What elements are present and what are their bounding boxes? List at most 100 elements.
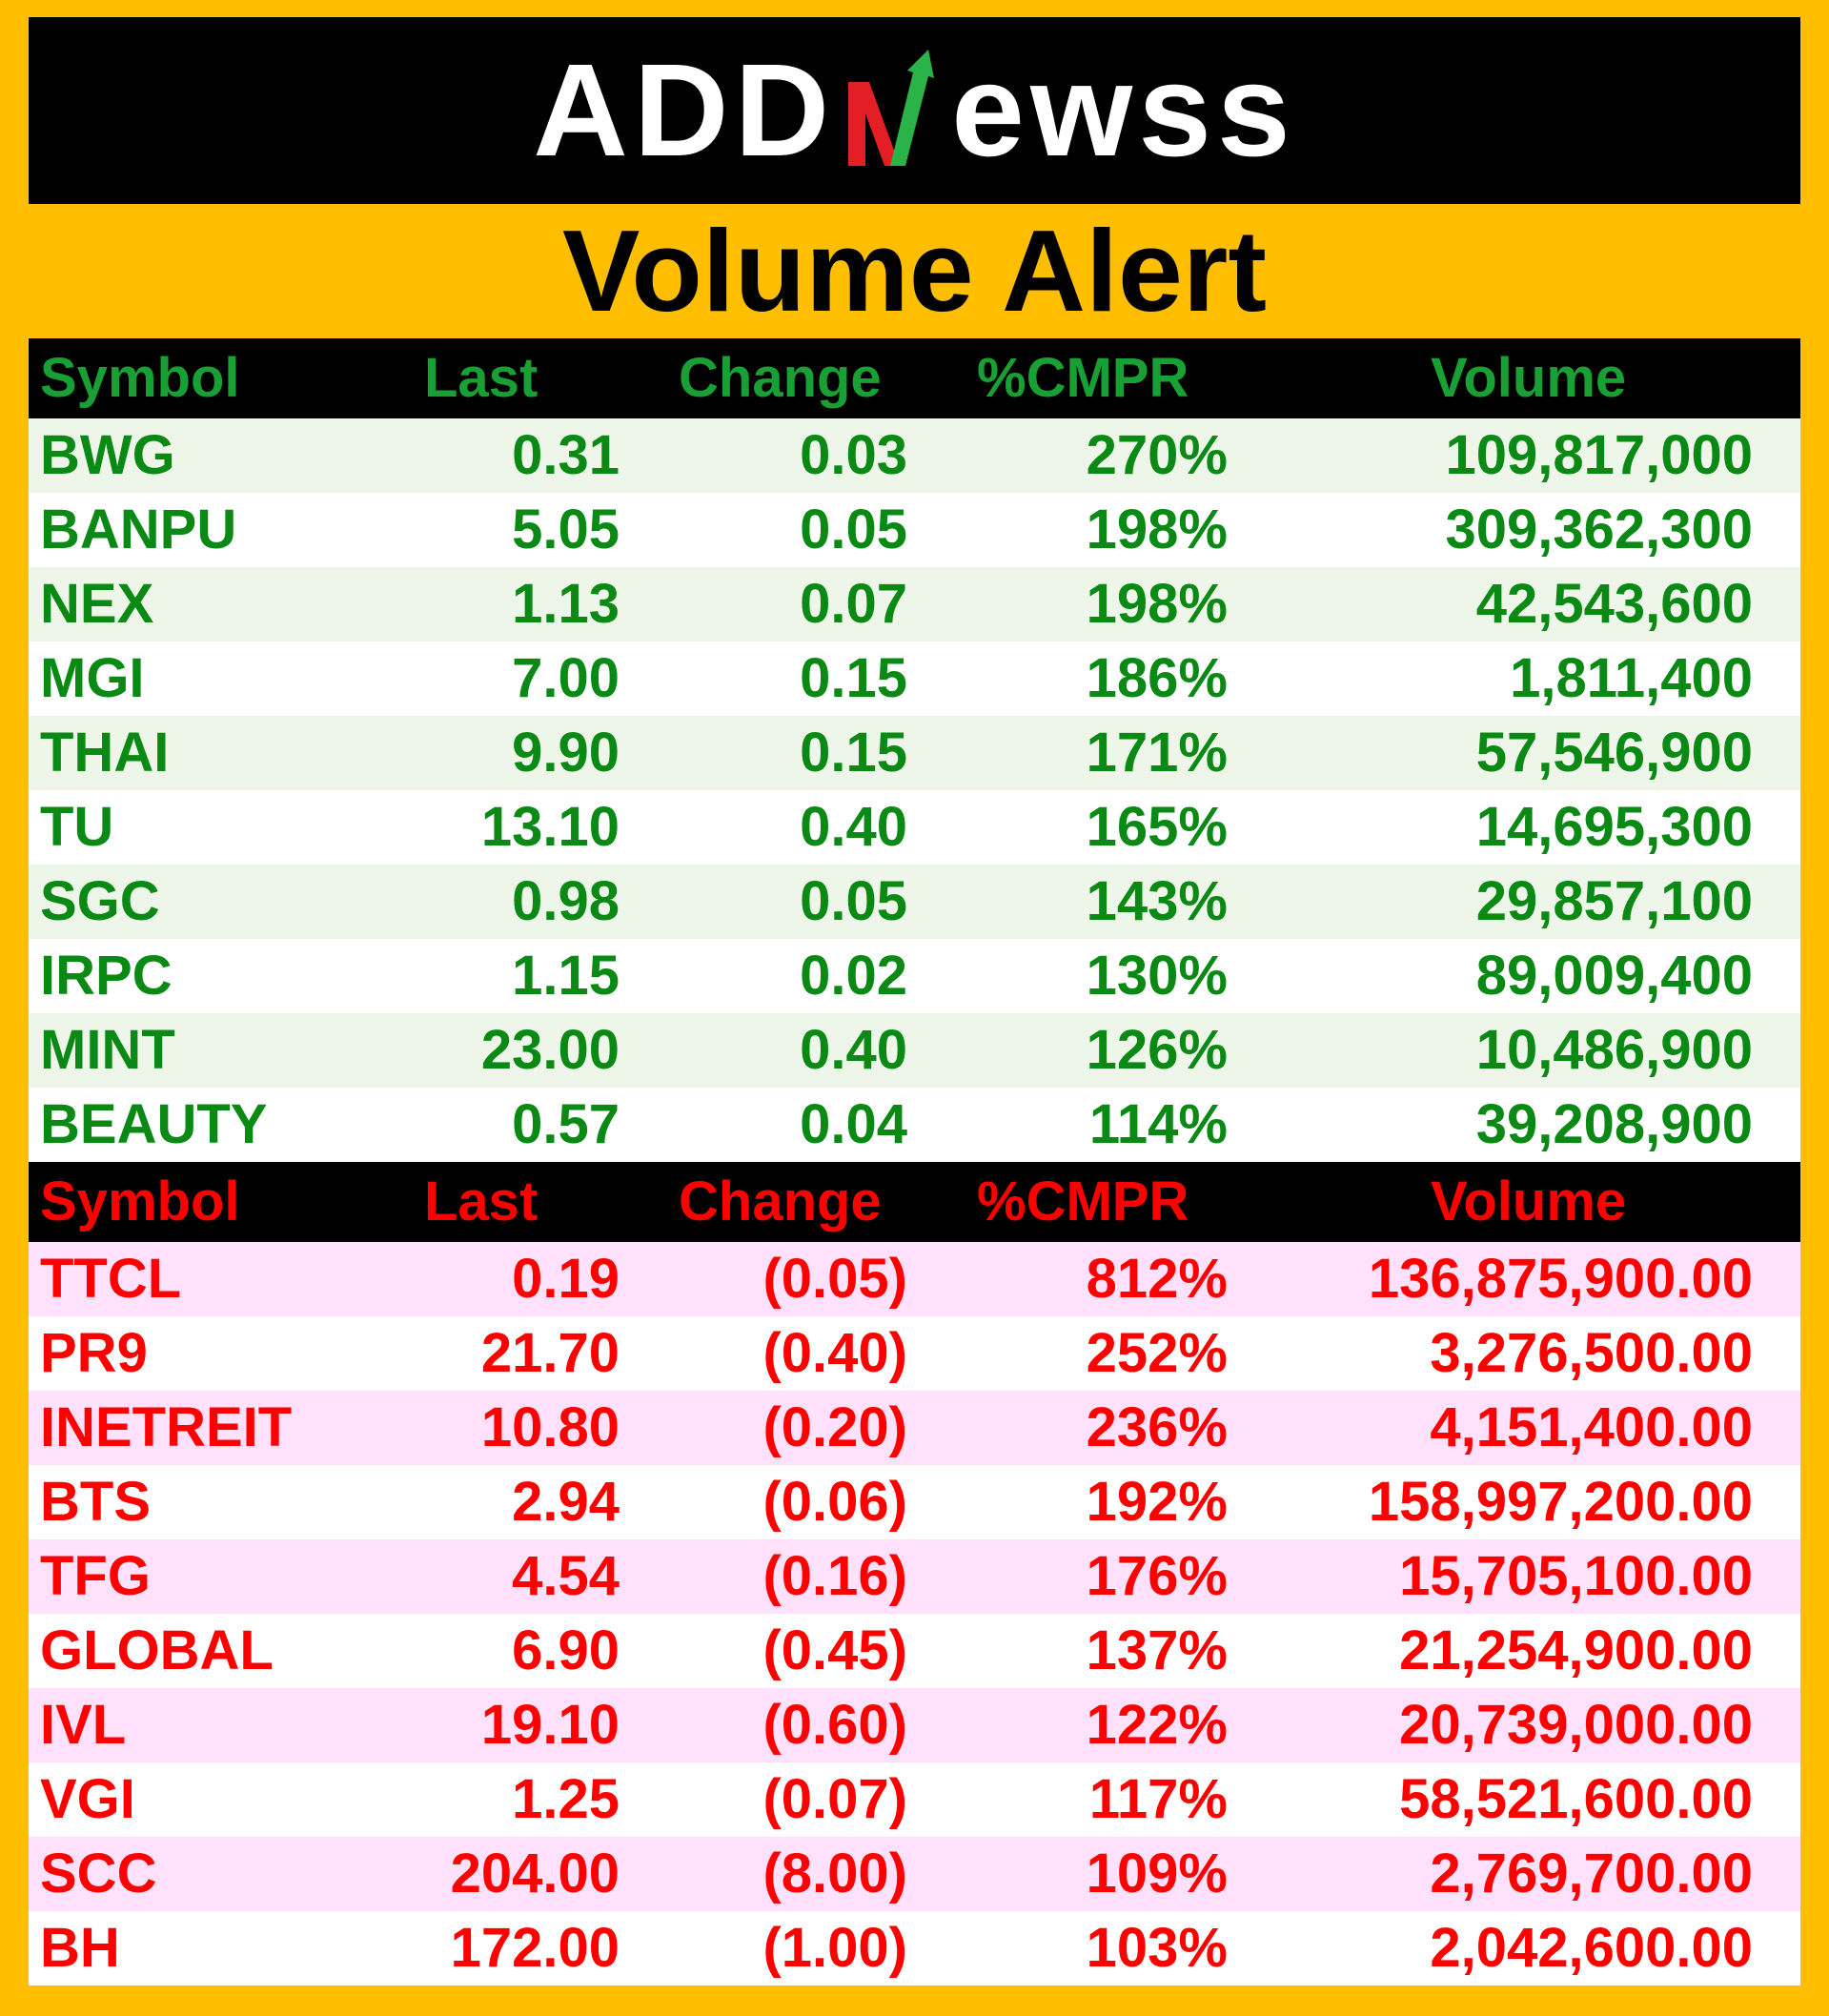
header-change: Change xyxy=(679,347,882,409)
header-last: Last xyxy=(424,347,539,409)
cell-volume: 21,254,900.00 xyxy=(1399,1619,1753,1681)
header-cmpr: %CMPR xyxy=(977,1171,1189,1232)
cell-symbol: BTS xyxy=(40,1471,151,1533)
table-row: NEX 1.13 0.07 198% 42,543,600 xyxy=(29,567,1800,641)
cell-volume: 29,857,100 xyxy=(1475,870,1753,932)
table-row: BTS 2.94 (0.06) 192% 158,997,200.00 xyxy=(29,1465,1800,1539)
cell-cmpr: 192% xyxy=(1086,1471,1228,1533)
cell-symbol: VGI xyxy=(40,1768,135,1830)
table-row: TFG 4.54 (0.16) 176% 15,705,100.00 xyxy=(29,1539,1800,1614)
cell-change: (0.40) xyxy=(762,1322,907,1384)
cell-change: 0.03 xyxy=(800,424,907,486)
cell-cmpr: 186% xyxy=(1086,647,1228,709)
cell-symbol: BWG xyxy=(40,424,175,486)
cell-last: 204.00 xyxy=(450,1843,620,1904)
header-last: Last xyxy=(424,1171,539,1232)
cell-last: 9.90 xyxy=(512,722,620,784)
cell-cmpr: 198% xyxy=(1086,573,1228,635)
table-row: THAI 9.90 0.15 171% 57,546,900 xyxy=(29,716,1800,790)
cell-symbol: MGI xyxy=(40,647,145,709)
cell-symbol: PR9 xyxy=(40,1322,148,1384)
cell-cmpr: 130% xyxy=(1086,945,1228,1007)
table-row: SCC 204.00 (8.00) 109% 2,769,700.00 xyxy=(29,1837,1800,1911)
cell-last: 4.54 xyxy=(512,1545,620,1607)
cell-last: 6.90 xyxy=(512,1619,620,1681)
page-title: Volume Alert xyxy=(562,206,1267,336)
cell-cmpr: 103% xyxy=(1086,1917,1228,1979)
cell-cmpr: 137% xyxy=(1086,1619,1228,1681)
cell-last: 21.70 xyxy=(480,1322,620,1384)
cell-volume: 58,521,600.00 xyxy=(1399,1768,1753,1830)
cell-change: (0.06) xyxy=(762,1471,907,1533)
cell-change: (0.16) xyxy=(762,1545,907,1607)
cell-last: 0.19 xyxy=(512,1248,620,1310)
table-row: IVL 19.10 (0.60) 122% 20,739,000.00 xyxy=(29,1688,1800,1762)
header-volume: Volume xyxy=(1431,347,1627,409)
brand-logo: ADD ewss xyxy=(533,44,1296,177)
cell-volume: 2,042,600.00 xyxy=(1430,1917,1753,1979)
cell-volume: 39,208,900 xyxy=(1475,1093,1753,1155)
cell-volume: 1,811,400 xyxy=(1510,647,1753,709)
cell-symbol: BANPU xyxy=(40,499,237,560)
header-symbol: Symbol xyxy=(40,1171,240,1232)
table-row: TU 13.10 0.40 165% 14,695,300 xyxy=(29,790,1800,865)
cell-change: 0.15 xyxy=(800,722,907,784)
brand-logo-suffix: ewss xyxy=(951,37,1296,184)
cell-change: (8.00) xyxy=(762,1843,907,1904)
table-row: MINT 23.00 0.40 126% 10,486,900 xyxy=(29,1013,1800,1088)
cell-cmpr: 117% xyxy=(1088,1768,1228,1830)
cell-last: 19.10 xyxy=(480,1694,620,1756)
cell-symbol: IRPC xyxy=(40,945,173,1007)
table-row: INETREIT 10.80 (0.20) 236% 4,151,400.00 xyxy=(29,1391,1800,1465)
table-row: PR9 21.70 (0.40) 252% 3,276,500.00 xyxy=(29,1316,1800,1391)
table-row: VGI 1.25 (0.07) 117% 58,521,600.00 xyxy=(29,1762,1800,1837)
cell-cmpr: 270% xyxy=(1086,424,1228,486)
gainers-table: Symbol Last Change %CMPR Volume BWG 0.31 0… xyxy=(29,338,1800,1162)
cell-volume: 42,543,600 xyxy=(1475,573,1753,635)
cell-change: 0.15 xyxy=(800,647,907,709)
cell-cmpr: 176% xyxy=(1086,1545,1228,1607)
cell-change: (0.60) xyxy=(762,1694,907,1756)
cell-volume: 15,705,100.00 xyxy=(1399,1545,1753,1607)
cell-cmpr: 126% xyxy=(1086,1019,1228,1081)
cell-volume: 20,739,000.00 xyxy=(1399,1694,1753,1756)
cell-last: 0.57 xyxy=(512,1093,620,1155)
cell-volume: 136,875,900.00 xyxy=(1368,1248,1753,1310)
cell-cmpr: 252% xyxy=(1086,1322,1228,1384)
cell-last: 5.05 xyxy=(512,499,620,560)
cell-change: 0.05 xyxy=(800,870,907,932)
cell-last: 10.80 xyxy=(480,1396,620,1458)
cell-last: 1.15 xyxy=(512,945,620,1007)
cell-change: 0.40 xyxy=(800,796,907,858)
cell-volume: 158,997,200.00 xyxy=(1368,1471,1753,1533)
header-cmpr: %CMPR xyxy=(977,347,1189,409)
cell-last: 23.00 xyxy=(480,1019,620,1081)
cell-volume: 4,151,400.00 xyxy=(1430,1396,1753,1458)
table-row: GLOBAL 6.90 (0.45) 137% 21,254,900.00 xyxy=(29,1614,1800,1688)
brand-logo-prefix: ADD xyxy=(533,37,836,184)
cell-change: 0.04 xyxy=(800,1093,907,1155)
cell-change: (0.20) xyxy=(762,1396,907,1458)
cell-symbol: IVL xyxy=(40,1694,127,1756)
cell-cmpr: 122% xyxy=(1086,1694,1228,1756)
cell-change: 0.02 xyxy=(800,945,907,1007)
cell-change: 0.07 xyxy=(800,573,907,635)
cell-change: 0.05 xyxy=(800,499,907,560)
cell-symbol: GLOBAL xyxy=(40,1619,274,1681)
cell-last: 1.25 xyxy=(512,1768,620,1830)
table-row: BWG 0.31 0.03 270% 109,817,000 xyxy=(29,418,1800,493)
cell-last: 2.94 xyxy=(512,1471,620,1533)
cell-last: 1.13 xyxy=(512,573,620,635)
cell-change: 0.40 xyxy=(800,1019,907,1081)
cell-cmpr: 109% xyxy=(1086,1843,1228,1904)
cell-change: (0.07) xyxy=(762,1768,907,1830)
cell-symbol: TFG xyxy=(40,1545,151,1607)
cell-volume: 89,009,400 xyxy=(1475,945,1753,1007)
table-row: IRPC 1.15 0.02 130% 89,009,400 xyxy=(29,939,1800,1013)
table-row: BANPU 5.05 0.05 198% 309,362,300 xyxy=(29,493,1800,567)
header-symbol: Symbol xyxy=(40,347,240,409)
cell-symbol: THAI xyxy=(40,722,170,784)
cell-change: (1.00) xyxy=(762,1917,907,1979)
table-row: TTCL 0.19 (0.05) 812% 136,875,900.00 xyxy=(29,1242,1800,1316)
cell-cmpr: 198% xyxy=(1086,499,1228,560)
